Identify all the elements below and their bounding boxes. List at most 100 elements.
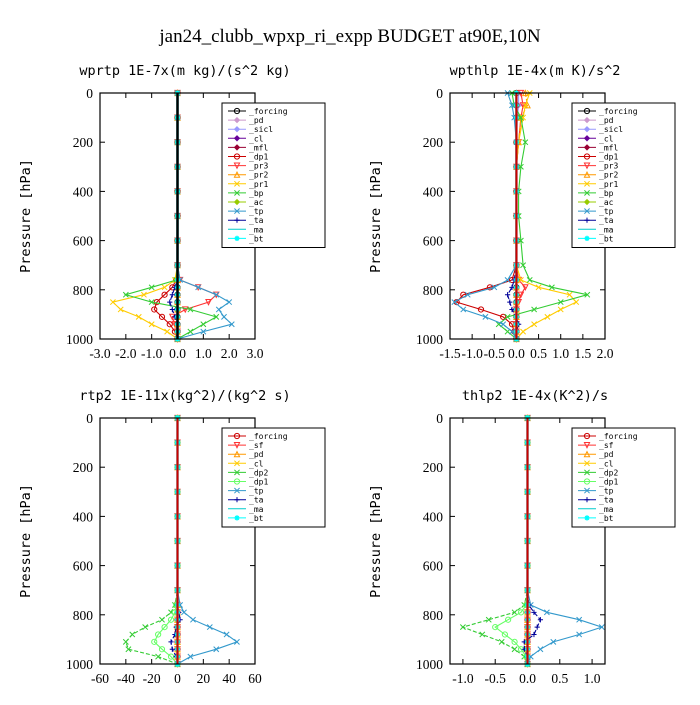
legend-marker — [233, 116, 241, 124]
legend-marker — [234, 469, 240, 476]
data-point — [215, 306, 222, 313]
series-line — [125, 418, 179, 665]
legend-label: _tp — [249, 487, 264, 496]
data-point — [520, 262, 527, 269]
data-point — [598, 624, 605, 631]
legend-marker — [233, 478, 241, 485]
data-point — [155, 653, 162, 660]
legend-marker — [583, 144, 591, 151]
x-tick-label: -1.0 — [461, 346, 483, 361]
chart-title: thlp2 1E-4x(K^2)/s — [462, 388, 608, 404]
series-line — [153, 93, 179, 340]
legend-label: _ac — [599, 198, 614, 207]
data-point — [498, 638, 505, 645]
data-point — [223, 631, 230, 638]
data-point — [517, 609, 525, 616]
x-tick-label: -0.5 — [485, 671, 507, 686]
legend-marker — [233, 450, 241, 458]
plot-frame — [449, 417, 606, 665]
legend-marker — [234, 217, 240, 223]
legend-marker — [584, 235, 590, 241]
legend-label: _pr3 — [249, 162, 268, 171]
y-tick-label: 1000 — [66, 332, 93, 347]
x-tick-label: -1.0 — [452, 671, 474, 686]
data-point — [167, 616, 175, 623]
data-point — [566, 291, 573, 298]
y-tick-label: 1000 — [416, 332, 443, 347]
legend-marker — [234, 487, 240, 494]
data-point — [521, 284, 529, 292]
y-tick-label: 600 — [73, 234, 94, 249]
data-point — [511, 646, 518, 653]
x-tick-label: 3.0 — [247, 346, 264, 361]
data-point — [485, 616, 492, 623]
data-point — [109, 299, 116, 306]
legend-label: _cl — [249, 134, 264, 143]
data-point — [511, 609, 518, 616]
y-tick-label: 0 — [436, 86, 443, 101]
x-tick-label: 0.0 — [508, 346, 525, 361]
legend-marker — [583, 450, 591, 458]
data-point — [187, 653, 194, 660]
y-tick-label: 200 — [73, 135, 94, 150]
data-point — [459, 624, 466, 631]
legend-marker — [583, 153, 591, 160]
legend-label: _pd — [599, 450, 614, 459]
legend-label: _sf — [249, 441, 264, 450]
legend: _forcing_sf_pd_cl_dp2_dp1_tp_ta_ma_bt — [571, 427, 676, 528]
legend-label: _cl — [599, 459, 614, 468]
y-tick-label: 800 — [423, 283, 444, 298]
data-point — [161, 291, 168, 298]
data-point — [531, 321, 538, 328]
legend-label: _pr1 — [599, 180, 618, 189]
x-tick-label: 40 — [222, 671, 236, 686]
data-point — [522, 139, 529, 146]
plot-frame — [99, 417, 256, 665]
series-line — [494, 418, 529, 665]
legend-marker — [233, 153, 241, 160]
data-point — [522, 102, 529, 109]
data-point — [166, 321, 173, 328]
legend-marker — [584, 487, 590, 494]
legend-marker — [234, 208, 240, 215]
data-point — [531, 609, 537, 615]
series-line — [453, 92, 517, 340]
legend-marker — [583, 126, 591, 133]
y-tick-label: 200 — [423, 460, 444, 475]
legend-label: _bt — [249, 514, 264, 523]
legend-marker — [234, 180, 240, 187]
data-point — [526, 277, 533, 283]
y-tick-label: 800 — [73, 283, 94, 298]
y-tick-label: 400 — [423, 509, 444, 524]
data-point — [477, 306, 485, 313]
data-point — [161, 284, 168, 291]
legend-label: _dp2 — [599, 468, 618, 477]
y-tick-label: 400 — [423, 184, 444, 199]
legend-marker — [233, 162, 241, 170]
data-point — [159, 616, 165, 623]
legend-label: _ma — [249, 225, 264, 234]
legend-marker — [584, 497, 590, 503]
x-tick-label: 0.0 — [519, 671, 536, 686]
legend-label: _ta — [249, 216, 264, 225]
data-point — [164, 328, 171, 335]
data-point — [517, 163, 524, 170]
legend-label: _forcing — [249, 432, 288, 441]
legend-marker — [233, 170, 241, 178]
data-point — [584, 291, 591, 298]
y-tick-label: 600 — [73, 559, 94, 574]
x-tick-label: 0.5 — [551, 671, 568, 686]
data-point — [148, 299, 155, 306]
data-point — [500, 313, 507, 320]
series-dp1 — [492, 414, 531, 668]
x-tick-label: 0.5 — [530, 346, 547, 361]
series-pr1 — [513, 90, 580, 342]
data-point — [517, 277, 524, 283]
data-point — [482, 313, 489, 320]
legend-label: _bp — [249, 189, 264, 198]
data-point — [535, 284, 542, 291]
data-point — [504, 292, 511, 298]
legend-label: _ma — [249, 505, 264, 514]
legend-marker — [233, 442, 241, 449]
